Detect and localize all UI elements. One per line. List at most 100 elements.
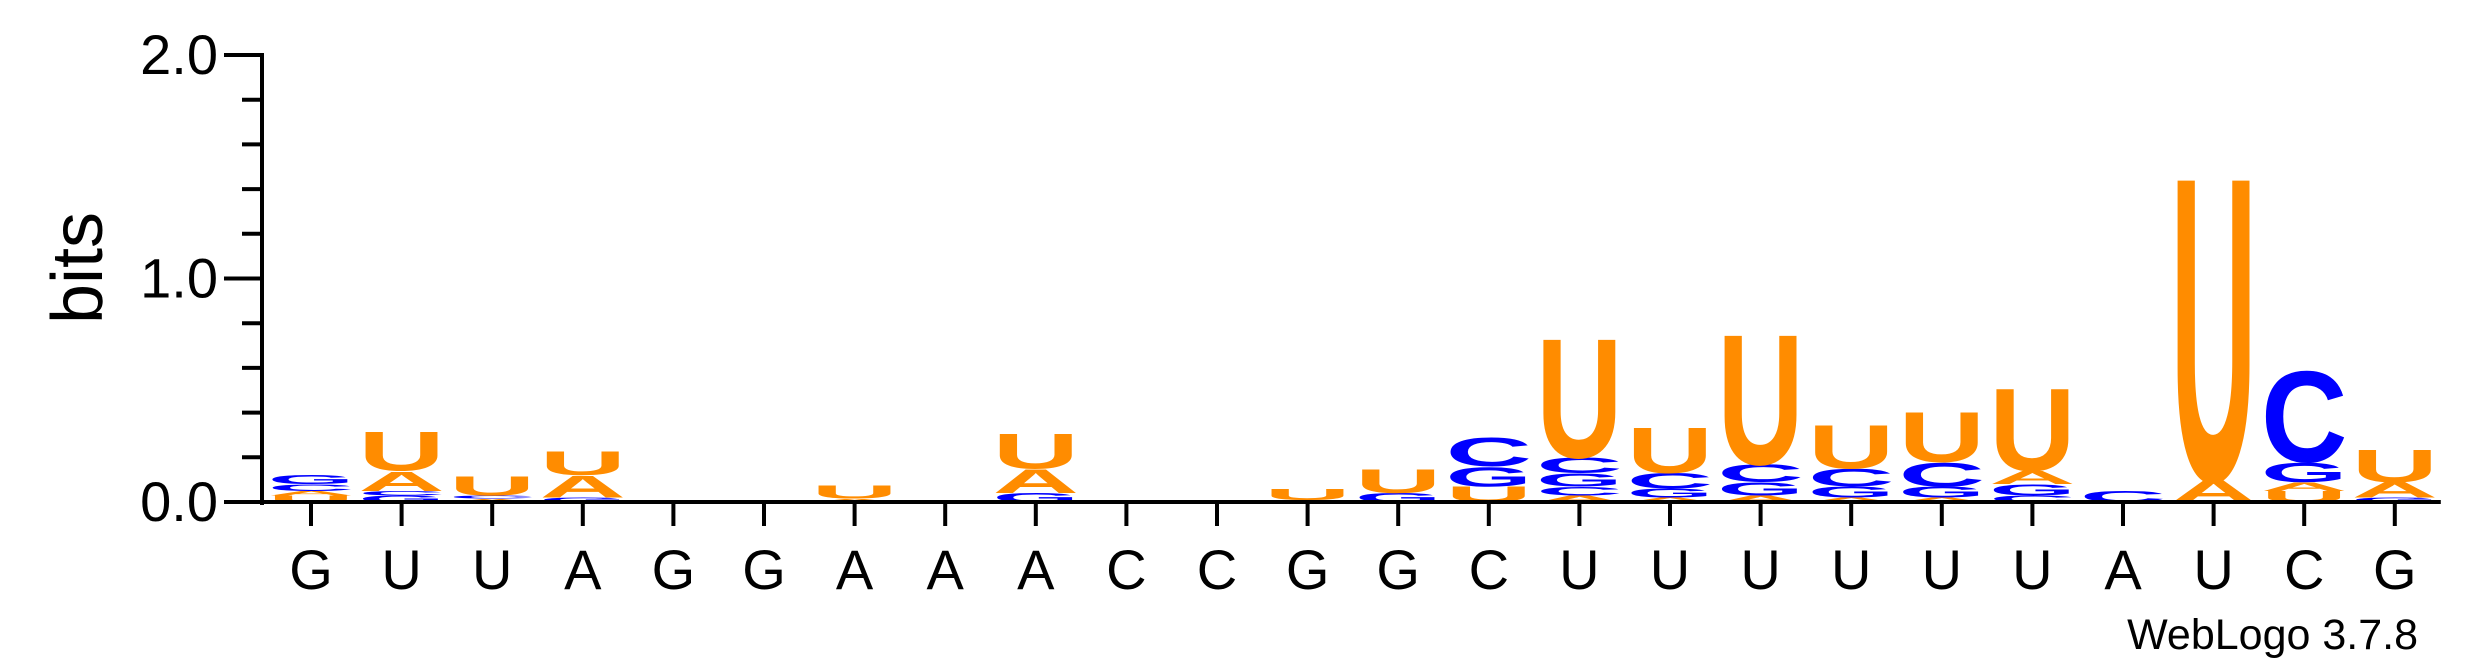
svg-text:C: C bbox=[2261, 344, 2347, 490]
logo-letter-u: U bbox=[540, 444, 626, 482]
svg-text:U: U bbox=[2170, 86, 2256, 573]
logo-letter-a: A bbox=[1899, 496, 1985, 503]
y-axis-label: bits bbox=[38, 212, 118, 324]
logo-letter-g: G bbox=[1717, 478, 1803, 499]
svg-text:U: U bbox=[993, 424, 1079, 479]
logo-letter-u: U bbox=[268, 494, 354, 504]
logo-letter-c: C bbox=[358, 490, 444, 497]
logo-letter-g: G bbox=[268, 473, 354, 487]
axes: 0.01.02.0G U U A G G A A A C C G G C U U U U U U A U C G bbox=[140, 23, 2441, 601]
svg-text:G: G bbox=[358, 494, 444, 504]
svg-text:G: G bbox=[2352, 496, 2438, 503]
svg-text:G: G bbox=[1627, 486, 1713, 500]
x-tick-label: G bbox=[1286, 538, 1330, 601]
logo-stacks: UACGGCAUACUGAUAUGAUCUGUUGCACGCUAGCUAGCUA… bbox=[268, 86, 2438, 573]
x-tick-label: C bbox=[1469, 538, 1509, 601]
svg-text:C: C bbox=[1717, 460, 1803, 488]
logo-letter-u: U bbox=[1355, 462, 1441, 500]
svg-text:C: C bbox=[268, 482, 354, 492]
svg-text:U: U bbox=[2352, 440, 2438, 492]
x-tick-label: U bbox=[1740, 538, 1780, 601]
x-tick-label: G bbox=[289, 538, 333, 601]
logo-letter-g: G bbox=[1899, 483, 1985, 500]
svg-text:G: G bbox=[1536, 470, 1622, 491]
x-tick-label: A bbox=[2104, 538, 2142, 601]
x-tick-label: U bbox=[1650, 538, 1690, 601]
logo-letter-a: A bbox=[1717, 494, 1803, 504]
logo-letter-c: C bbox=[268, 482, 354, 492]
svg-text:U: U bbox=[1355, 462, 1441, 500]
logo-letter-g: G bbox=[1627, 486, 1713, 500]
svg-text:A: A bbox=[1899, 496, 1985, 503]
svg-text:C: C bbox=[449, 494, 535, 499]
logo-letter-g: G bbox=[2352, 496, 2438, 503]
x-tick-label: A bbox=[564, 538, 602, 601]
logo-letter-c: C bbox=[1446, 430, 1532, 475]
x-tick-label: U bbox=[1831, 538, 1871, 601]
logo-letter-a: A bbox=[540, 469, 626, 504]
logo-letter-c: C bbox=[1536, 453, 1622, 477]
logo-letter-u: U bbox=[1717, 296, 1803, 504]
svg-text:A: A bbox=[358, 466, 444, 497]
logo-letter-c: C bbox=[1808, 464, 1894, 492]
logo-letter-c: C bbox=[1989, 494, 2075, 504]
logo-letter-u: U bbox=[1536, 304, 1622, 494]
logo-letter-g: G bbox=[358, 494, 444, 504]
logo-letter-a: A bbox=[1808, 496, 1894, 503]
svg-text:G: G bbox=[1808, 483, 1894, 500]
logo-letter-g: G bbox=[1446, 462, 1532, 493]
x-tick-label: A bbox=[927, 538, 965, 601]
y-tick-label: 1.0 bbox=[140, 247, 218, 310]
svg-text:C: C bbox=[358, 490, 444, 497]
x-tick-label: C bbox=[1197, 538, 1237, 601]
svg-text:A: A bbox=[1627, 496, 1713, 503]
svg-text:U: U bbox=[358, 420, 444, 483]
svg-text:A: A bbox=[540, 469, 626, 504]
svg-text:C: C bbox=[1808, 464, 1894, 492]
logo-letter-a: A bbox=[358, 466, 444, 497]
logo-letter-u: U bbox=[1264, 486, 1350, 503]
svg-text:U: U bbox=[1717, 296, 1803, 504]
svg-text:G: G bbox=[1989, 481, 2075, 498]
x-tick-label: U bbox=[472, 538, 512, 601]
x-tick-label: C bbox=[1106, 538, 1146, 601]
logo-letter-a: A bbox=[993, 462, 1079, 500]
y-tick-label: 2.0 bbox=[140, 23, 218, 86]
logo-letter-g: G bbox=[1808, 483, 1894, 500]
x-tick-label: A bbox=[836, 538, 874, 601]
logo-letter-g: G bbox=[1536, 470, 1622, 491]
svg-text:A: A bbox=[2352, 478, 2438, 502]
logo-letter-u: U bbox=[2352, 440, 2438, 492]
x-tick-label: U bbox=[2193, 538, 2233, 601]
svg-text:C: C bbox=[1627, 469, 1713, 493]
svg-text:U: U bbox=[1808, 413, 1894, 482]
x-tick-label: U bbox=[1559, 538, 1599, 601]
svg-text:U: U bbox=[449, 470, 535, 501]
svg-text:C: C bbox=[1989, 494, 2075, 504]
svg-text:U: U bbox=[1989, 364, 2075, 496]
logo-letter-a: A bbox=[268, 490, 354, 497]
x-tick-label: C bbox=[2284, 538, 2324, 601]
x-tick-label: A bbox=[1017, 538, 1055, 601]
svg-text:C: C bbox=[1899, 455, 1985, 493]
logo-letter-g: G bbox=[1989, 481, 2075, 498]
axis-labels: bits WebLogo 3.7.8 bbox=[38, 212, 2418, 659]
svg-text:A: A bbox=[268, 490, 354, 497]
x-tick-label: G bbox=[742, 538, 786, 601]
svg-text:U: U bbox=[1627, 415, 1713, 487]
logo-letter-u: U bbox=[1899, 397, 1985, 477]
svg-text:G: G bbox=[540, 496, 626, 503]
svg-text:A: A bbox=[1536, 494, 1622, 504]
logo-letter-g: G bbox=[540, 496, 626, 503]
svg-text:A: A bbox=[1808, 496, 1894, 503]
x-tick-label: U bbox=[1922, 538, 1962, 601]
svg-text:A: A bbox=[1717, 494, 1803, 504]
svg-text:U: U bbox=[268, 494, 354, 504]
logo-letter-c: C bbox=[449, 494, 535, 499]
x-tick-label: U bbox=[381, 538, 421, 601]
logo-letter-u: U bbox=[1989, 364, 2075, 496]
svg-text:G: G bbox=[268, 473, 354, 487]
logo-letter-u: U bbox=[993, 424, 1079, 479]
svg-text:G: G bbox=[2261, 457, 2347, 488]
